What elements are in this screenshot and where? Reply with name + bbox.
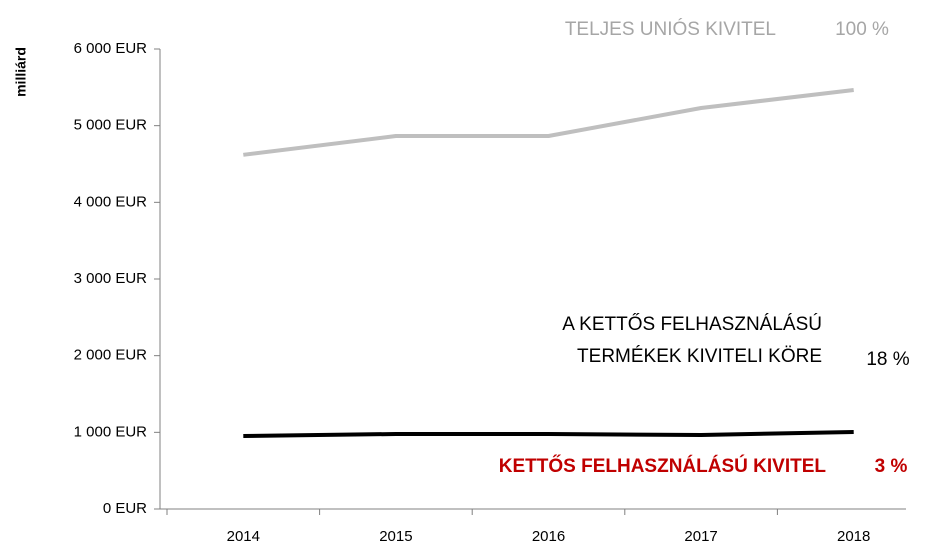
y-tick-label: 0 EUR <box>103 500 147 517</box>
y-tick-label: 3 000 EUR <box>74 270 148 287</box>
x-tick-label: 2014 <box>227 528 260 545</box>
series-share: 18 % <box>866 349 909 370</box>
y-tick-label: 5 000 EUR <box>74 117 148 134</box>
y-tick-label: 2 000 EUR <box>74 347 148 364</box>
y-tick-label: 4 000 EUR <box>74 193 148 210</box>
x-tick-label: 2016 <box>532 528 565 545</box>
y-tick-label: 1 000 EUR <box>74 423 148 440</box>
annotation-share: 3 % <box>875 456 908 477</box>
series-share: 100 % <box>835 19 889 40</box>
annotation: KETTŐS FELHASZNÁLÁSÚ KIVITEL <box>499 455 827 477</box>
series-label: A KETTŐS FELHASZNÁLÁSÚ <box>562 313 822 335</box>
y-tick-label: 6 000 EUR <box>74 40 148 57</box>
y-axis-label: milliárd <box>13 47 29 97</box>
x-tick-label: 2017 <box>684 528 717 545</box>
x-tick-label: 2015 <box>379 528 412 545</box>
x-tick-label: 2018 <box>837 528 870 545</box>
series-line <box>243 88 854 157</box>
series-line <box>243 430 854 438</box>
series-label: TERMÉKEK KIVITELI KÖRE <box>577 346 822 367</box>
series-label: TELJES UNIÓS KIVITEL <box>565 18 776 40</box>
